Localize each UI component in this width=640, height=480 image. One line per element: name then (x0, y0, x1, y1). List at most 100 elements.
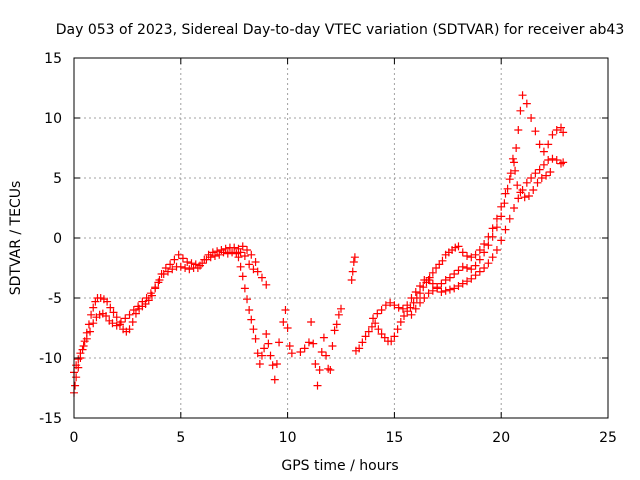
data-point (102, 312, 111, 320)
data-point (445, 285, 454, 294)
data-point (307, 318, 316, 326)
data-point (428, 279, 437, 288)
data-point (91, 297, 100, 306)
data-point (361, 332, 370, 341)
data-point (501, 225, 510, 234)
data-point (535, 165, 544, 174)
x-tick-label: 5 (176, 430, 185, 446)
data-point (240, 252, 249, 260)
data-point (221, 244, 230, 253)
data-point (480, 248, 489, 257)
data-point (78, 345, 87, 354)
data-point (82, 334, 91, 343)
data-point (112, 313, 121, 322)
data-point (348, 267, 357, 276)
data-point (311, 360, 320, 368)
data-point (398, 304, 407, 313)
data-point (552, 126, 561, 134)
data-point (467, 274, 476, 283)
data-point (463, 277, 472, 286)
data-point (475, 246, 484, 254)
data-point (243, 246, 252, 254)
data-point (484, 259, 493, 268)
data-point (234, 253, 243, 262)
data-point (247, 315, 256, 324)
data-point (552, 156, 561, 164)
data-point (390, 301, 399, 310)
data-point (505, 175, 514, 184)
data-point (166, 260, 175, 269)
data-point (501, 189, 510, 198)
data-point (125, 325, 134, 334)
data-point (508, 154, 517, 163)
data-point (510, 158, 519, 167)
data-point (116, 318, 125, 326)
data-point (374, 325, 383, 334)
data-point (450, 284, 459, 293)
data-point (416, 282, 425, 290)
data-point (488, 224, 497, 233)
data-point (272, 360, 281, 368)
data-point (424, 276, 433, 284)
data-point (330, 326, 339, 335)
data-point (535, 140, 544, 149)
x-tick-label: 0 (70, 430, 79, 446)
data-point (514, 126, 523, 134)
data-point (268, 361, 277, 370)
data-point (319, 333, 328, 342)
data-point (178, 254, 187, 263)
data-point (128, 318, 137, 326)
data-point (223, 249, 232, 258)
data-points (70, 91, 568, 397)
data-point (89, 319, 98, 328)
data-point (350, 253, 359, 262)
data-point (71, 381, 80, 390)
data-point (215, 250, 224, 259)
data-point (253, 349, 262, 358)
data-point (109, 308, 118, 317)
data-point (251, 258, 260, 266)
data-point (161, 264, 170, 272)
data-point (257, 351, 266, 360)
data-point (544, 140, 553, 149)
data-point (275, 338, 284, 347)
data-point (232, 249, 241, 258)
data-point (411, 304, 420, 313)
data-point (86, 327, 95, 336)
data-point (364, 327, 373, 336)
data-point (219, 248, 228, 257)
data-point (279, 318, 288, 326)
data-point (533, 178, 542, 187)
data-point (159, 270, 168, 278)
data-point (170, 255, 179, 264)
y-tick-label: 0 (53, 231, 62, 247)
data-point (106, 303, 115, 312)
data-point (183, 258, 192, 266)
data-point (475, 255, 484, 264)
data-point (471, 271, 480, 280)
data-point (315, 366, 324, 374)
data-point (230, 243, 239, 252)
axis-ticks: 0 5 10 15 20 25 -15 -10 -5 0 5 10 15 (39, 51, 617, 446)
x-axis-label: GPS time / hours (281, 458, 398, 474)
data-point (386, 298, 395, 307)
data-point (163, 267, 172, 276)
data-point (505, 214, 514, 223)
data-point (72, 373, 81, 382)
data-point (475, 267, 484, 276)
data-point (270, 375, 279, 384)
data-point (206, 253, 215, 262)
data-point (518, 91, 527, 100)
data-point (516, 188, 525, 197)
data-point (492, 223, 501, 232)
data-point (557, 159, 566, 168)
data-point (236, 262, 245, 271)
data-point (497, 236, 506, 245)
data-point (393, 325, 402, 334)
data-point (537, 174, 546, 182)
data-point (454, 282, 463, 290)
data-point (300, 344, 309, 353)
grid-lines (74, 58, 608, 418)
data-point (243, 295, 252, 304)
data-point (262, 330, 271, 338)
